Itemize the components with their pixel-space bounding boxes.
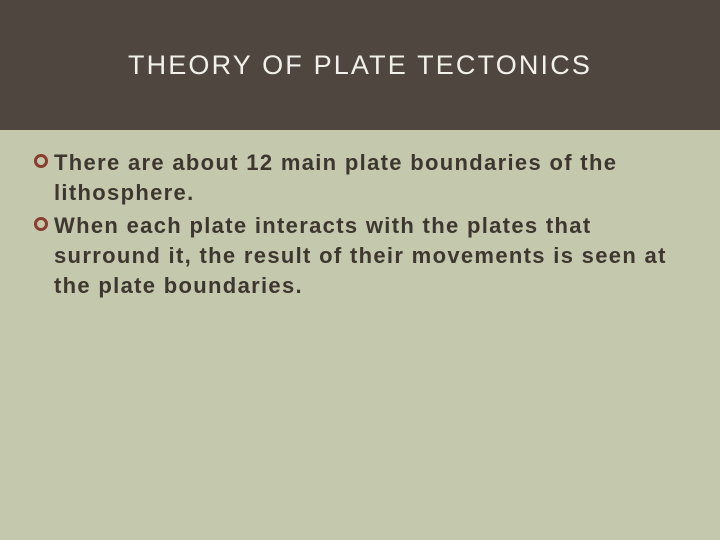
- list-item: There are about 12 main plate boundaries…: [34, 148, 686, 207]
- header-band: THEORY OF PLATE TECTONICS: [0, 0, 720, 130]
- slide-body: There are about 12 main plate boundaries…: [0, 130, 720, 300]
- slide-title: THEORY OF PLATE TECTONICS: [128, 50, 592, 81]
- bullet-text: When each plate interacts with the plate…: [54, 211, 686, 300]
- bullet-text: There are about 12 main plate boundaries…: [54, 148, 686, 207]
- list-item: When each plate interacts with the plate…: [34, 211, 686, 300]
- circle-bullet-icon: [34, 154, 48, 168]
- slide: THEORY OF PLATE TECTONICS There are abou…: [0, 0, 720, 540]
- circle-bullet-icon: [34, 217, 48, 231]
